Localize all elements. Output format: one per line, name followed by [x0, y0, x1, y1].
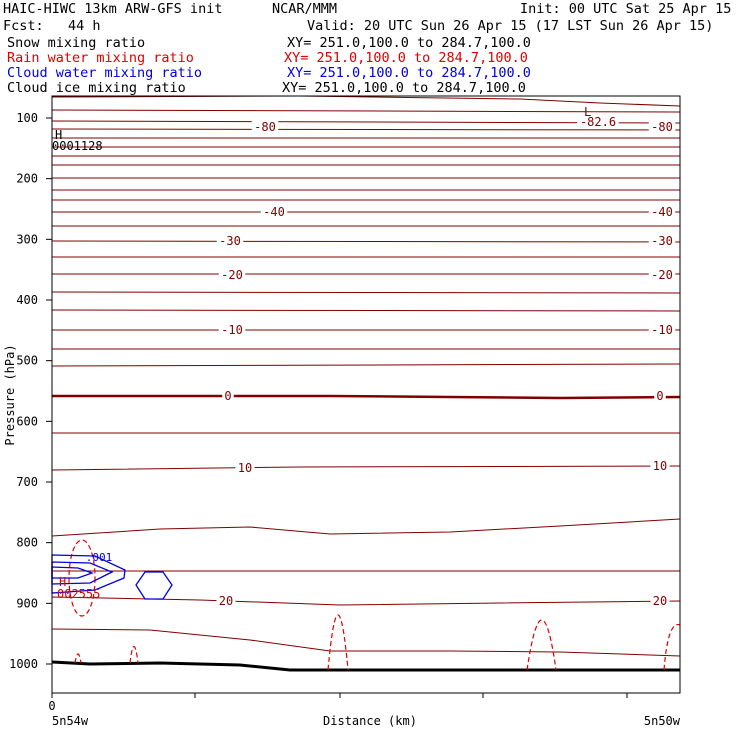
- extremum-marker: H: [59, 575, 66, 589]
- isotherm-label: 10: [238, 461, 252, 475]
- isotherm-line: [51, 363, 681, 367]
- isotherm-line: [51, 109, 681, 113]
- isotherm-label-bg: [650, 595, 670, 607]
- isotherm-label-bg: [648, 206, 676, 218]
- isotherm-label: 20: [653, 594, 667, 608]
- x-axis-title: Distance (km): [323, 714, 417, 728]
- y-tick-label: 300: [16, 232, 38, 246]
- field-name-cloud-water: Cloud water mixing ratio: [7, 65, 203, 81]
- isotherm-label: -20: [651, 268, 673, 282]
- isotherm-label-bg: [648, 235, 676, 247]
- organization-label: NCAR/MMM: [272, 1, 338, 17]
- y-axis-title: Pressure (hPa): [3, 344, 17, 445]
- isotherm-label-bg: [648, 121, 676, 133]
- cloud-water-contour: [51, 566, 94, 579]
- isotherm-label: -40: [263, 205, 285, 219]
- y-tick-label: 500: [16, 354, 38, 368]
- y-tick-label: 200: [16, 172, 38, 186]
- rain-contour: [74, 653, 82, 664]
- isotherm-label-bg: [235, 462, 255, 474]
- extremum-marker: L: [584, 105, 591, 119]
- isotherm-line: [51, 596, 681, 606]
- x-end-label-right: 5n50w: [644, 714, 681, 728]
- x-tick-label: 0: [48, 699, 55, 713]
- isotherm-label: 10: [653, 459, 667, 473]
- isotherm-label: -82.6: [580, 115, 616, 129]
- forecast-hour: Fcst: 44 h: [3, 18, 101, 34]
- isotherm-label: 20: [219, 594, 233, 608]
- rain-contour: [526, 619, 557, 671]
- isotherm-label-bg: [648, 269, 676, 281]
- y-tick-label: 100: [16, 111, 38, 125]
- isotherm-line: [51, 465, 681, 471]
- extremum-marker: H: [55, 128, 62, 142]
- isotherm-line: [51, 128, 681, 131]
- rain-contour: [327, 614, 349, 671]
- terrain-line: [51, 660, 680, 672]
- cloud-water-label: .001: [86, 551, 113, 564]
- isotherm-line: [51, 628, 681, 657]
- isotherm-label: -40: [651, 205, 673, 219]
- isotherm-label: -10: [651, 323, 673, 337]
- isotherm-label-bg: [260, 206, 288, 218]
- isotherm-line: [51, 309, 681, 312]
- isotherm-label: 0: [656, 389, 663, 403]
- field-name-cloud-ice: Cloud ice mixing ratio: [7, 80, 186, 96]
- valid-time: Valid: 20 UTC Sun 26 Apr 15 (17 LST Sun …: [307, 18, 714, 34]
- isotherm-label: -80: [651, 120, 673, 134]
- x-end-label-left: 5n54w: [52, 714, 89, 728]
- extremum-value: 002555: [57, 587, 100, 601]
- isotherm-label: -10: [221, 323, 243, 337]
- y-tick-label: 1000: [9, 657, 38, 671]
- y-tick-label: 400: [16, 293, 38, 307]
- isotherm-label: -30: [219, 234, 241, 248]
- field-xy-cloud-water: XY= 251.0,100.0 to 284.7,100.0: [287, 65, 531, 81]
- isotherm-line: [51, 291, 681, 294]
- field-name-snow: Snow mixing ratio: [7, 35, 146, 51]
- model-title: HAIC-HIWC 13km ARW-GFS init: [3, 1, 223, 17]
- y-tick-label: 900: [16, 596, 38, 610]
- rain-contour: [663, 624, 681, 671]
- init-time: Init: 00 UTC Sat 25 Apr 15: [520, 1, 732, 17]
- isotherm-label: -30: [651, 234, 673, 248]
- isotherm-label-bg: [648, 324, 676, 336]
- isotherm-label: -20: [221, 268, 243, 282]
- y-tick-label: 700: [16, 475, 38, 489]
- isotherm-line: [51, 518, 681, 537]
- isotherm-label-bg: [218, 324, 246, 336]
- field-xy-rain: XY= 251.0,100.0 to 284.7,100.0: [284, 50, 528, 66]
- y-tick-label: 600: [16, 414, 38, 428]
- field-xy-cloud-ice: XY= 251.0,100.0 to 284.7,100.0: [282, 80, 526, 96]
- isotherm-label-bg: [218, 269, 246, 281]
- isotherm-label-bg: [654, 390, 666, 402]
- isotherm-line: [51, 240, 681, 243]
- isotherm-label: 0: [224, 389, 231, 403]
- isotherm-label: -80: [254, 120, 276, 134]
- plot-frame: [51, 95, 681, 694]
- field-name-rain: Rain water mixing ratio: [7, 50, 194, 66]
- rain-contour: [129, 645, 139, 664]
- y-tick-label: 800: [16, 536, 38, 550]
- isotherm-zero-line: [52, 394, 681, 400]
- cloud-water-contour: [135, 571, 173, 600]
- field-xy-snow: XY= 251.0,100.0 to 284.7,100.0: [287, 35, 531, 51]
- isotherm-label-bg: [650, 460, 670, 472]
- isotherm-label-bg: [577, 116, 619, 128]
- isotherm-label-bg: [216, 235, 244, 247]
- isotherm-label-bg: [216, 595, 236, 607]
- extremum-value: 0001128: [52, 139, 103, 153]
- isotherm-line: [51, 120, 681, 124]
- isotherm-label-bg: [251, 121, 279, 133]
- isotherm-label-bg: [222, 390, 234, 402]
